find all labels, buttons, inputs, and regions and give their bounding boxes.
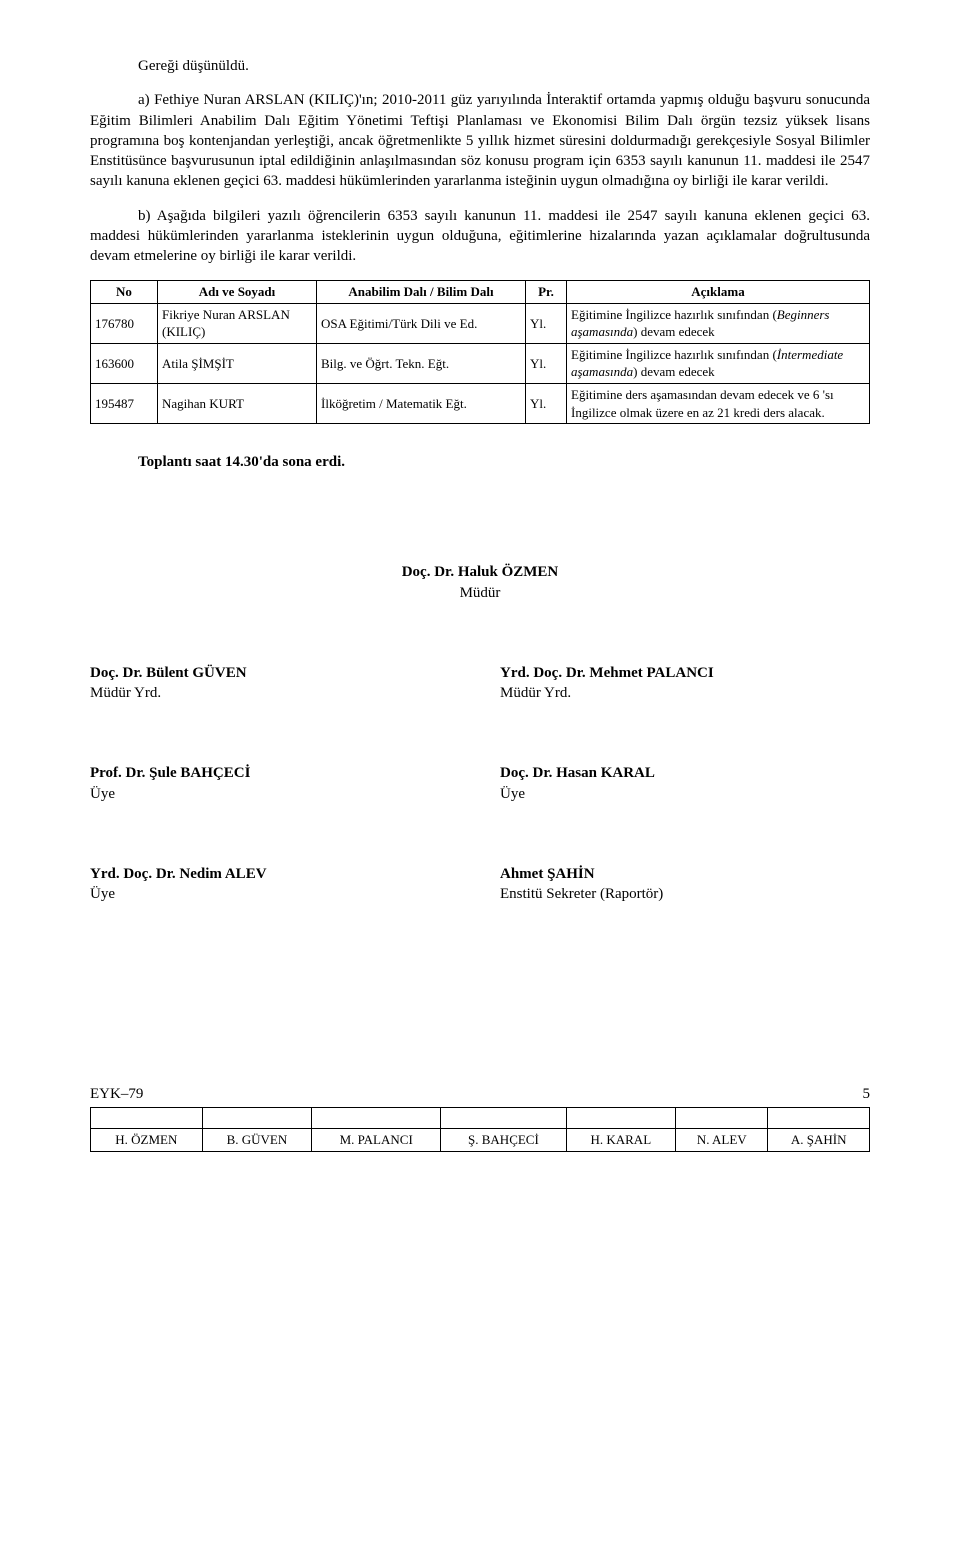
signature-row: Prof. Dr. Şule BAHÇECİÜyeDoç. Dr. Hasan … <box>90 763 870 804</box>
sig-title: Üye <box>500 784 870 804</box>
signature-center: Doç. Dr. Haluk ÖZMEN Müdür <box>90 562 870 603</box>
sig-left: Doç. Dr. Bülent GÜVENMüdür Yrd. <box>90 663 460 704</box>
sig-name: Doç. Dr. Hasan KARAL <box>500 763 870 783</box>
sig-name: Ahmet ŞAHİN <box>500 864 870 884</box>
footer-cell: B. GÜVEN <box>202 1128 311 1151</box>
footer-cell: A. ŞAHİN <box>768 1128 870 1151</box>
signature-row: Yrd. Doç. Dr. Nedim ALEVÜyeAhmet ŞAHİNEn… <box>90 864 870 905</box>
th-desc: Açıklama <box>567 281 870 304</box>
sig-name: Yrd. Doç. Dr. Mehmet PALANCI <box>500 663 870 683</box>
footer-cell: M. PALANCI <box>312 1128 441 1151</box>
sig-title: Üye <box>90 784 460 804</box>
sig-name: Doç. Dr. Bülent GÜVEN <box>90 663 460 683</box>
page-footer: EYK–79 5 H. ÖZMENB. GÜVENM. PALANCIŞ. BA… <box>90 1084 870 1151</box>
sig-right: Ahmet ŞAHİNEnstitü Sekreter (Raportör) <box>460 864 870 905</box>
table-header-row: No Adı ve Soyadı Anabilim Dalı / Bilim D… <box>91 281 870 304</box>
students-table: No Adı ve Soyadı Anabilim Dalı / Bilim D… <box>90 280 870 424</box>
th-dept: Anabilim Dalı / Bilim Dalı <box>317 281 526 304</box>
sig-left: Yrd. Doç. Dr. Nedim ALEVÜye <box>90 864 460 905</box>
footer-cell: Ş. BAHÇECİ <box>441 1128 566 1151</box>
th-no: No <box>91 281 158 304</box>
table-row: 163600Atila ŞİMŞİTBilg. ve Öğrt. Tekn. E… <box>91 343 870 383</box>
sig-center-name: Doç. Dr. Haluk ÖZMEN <box>90 562 870 582</box>
para-a: a) Fethiye Nuran ARSLAN (KILIÇ)'ın; 2010… <box>90 90 870 191</box>
footer-cell: N. ALEV <box>676 1128 768 1151</box>
table-row: 176780Fikriye Nuran ARSLAN (KILIÇ)OSA Eğ… <box>91 303 870 343</box>
sig-title: Enstitü Sekreter (Raportör) <box>500 884 870 904</box>
footer-table: H. ÖZMENB. GÜVENM. PALANCIŞ. BAHÇECİH. K… <box>90 1107 870 1152</box>
sig-right: Yrd. Doç. Dr. Mehmet PALANCIMüdür Yrd. <box>460 663 870 704</box>
meeting-end: Toplantı saat 14.30'da sona erdi. <box>138 452 870 472</box>
sig-title: Müdür Yrd. <box>500 683 870 703</box>
footer-left: EYK–79 <box>90 1084 143 1104</box>
sig-name: Prof. Dr. Şule BAHÇECİ <box>90 763 460 783</box>
th-pr: Pr. <box>526 281 567 304</box>
sig-title: Üye <box>90 884 460 904</box>
sig-right: Doç. Dr. Hasan KARALÜye <box>460 763 870 804</box>
footer-empty-row <box>91 1107 870 1128</box>
footer-right: 5 <box>863 1084 871 1104</box>
table-row: 195487Nagihan KURTİlköğretim / Matematik… <box>91 383 870 423</box>
footer-cell: H. ÖZMEN <box>91 1128 203 1151</box>
th-name: Adı ve Soyadı <box>158 281 317 304</box>
sig-name: Yrd. Doç. Dr. Nedim ALEV <box>90 864 460 884</box>
signature-row: Doç. Dr. Bülent GÜVENMüdür Yrd.Yrd. Doç.… <box>90 663 870 704</box>
footer-names-row: H. ÖZMENB. GÜVENM. PALANCIŞ. BAHÇECİH. K… <box>91 1128 870 1151</box>
sig-title: Müdür Yrd. <box>90 683 460 703</box>
footer-cell: H. KARAL <box>566 1128 675 1151</box>
para-lead: Gereği düşünüldü. <box>90 56 870 76</box>
para-b: b) Aşağıda bilgileri yazılı öğrencilerin… <box>90 206 870 267</box>
sig-center-title: Müdür <box>90 583 870 603</box>
sig-left: Prof. Dr. Şule BAHÇECİÜye <box>90 763 460 804</box>
